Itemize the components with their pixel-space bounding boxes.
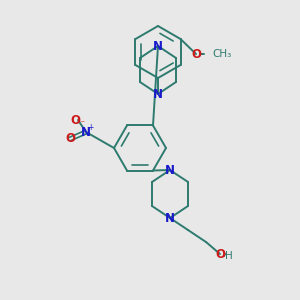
Text: O: O: [215, 248, 225, 260]
Text: O: O: [191, 47, 201, 61]
Text: +: +: [87, 124, 93, 133]
Text: N: N: [165, 212, 175, 224]
Text: H: H: [225, 251, 233, 261]
Text: ⁻: ⁻: [80, 119, 85, 129]
Text: N: N: [153, 40, 163, 52]
Text: O: O: [70, 113, 80, 127]
Text: O: O: [65, 133, 75, 146]
Text: N: N: [153, 88, 163, 100]
Text: CH₃: CH₃: [212, 49, 231, 59]
Text: N: N: [81, 125, 91, 139]
Text: N: N: [165, 164, 175, 176]
